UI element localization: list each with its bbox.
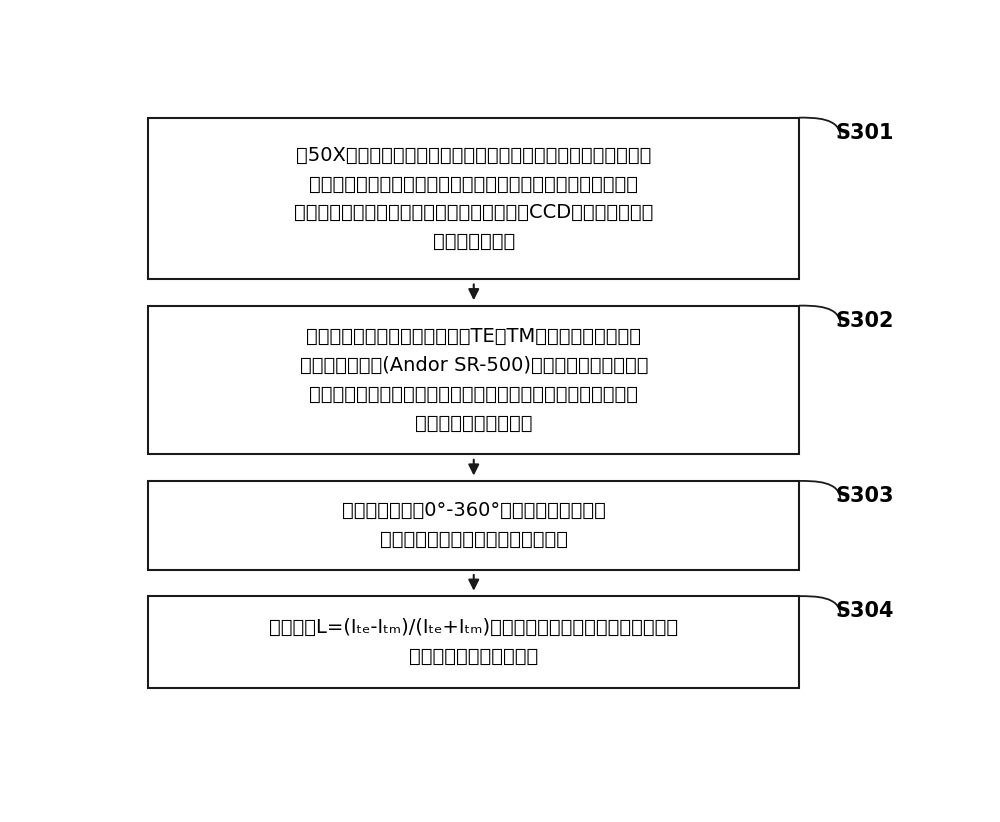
FancyBboxPatch shape: [148, 306, 799, 455]
Text: S304: S304: [836, 601, 894, 621]
Text: 用50X物镜将泵浦光汇聚到样品上，激发二维晶体单层发出荧光，
同时对荧光信号进行收集。首先是荧光像采集，在普通光学显微
镜上搞载激发光路、边带滤光片和高灵敏成僎: 用50X物镜将泵浦光汇聚到样品上，激发二维晶体单层发出荧光， 同时对荧光信号进行…: [294, 145, 653, 251]
Text: 测量样品荧光在0°-360°出射角范围内的光谱
并绘制荧光峰値随出射角度的变化图: 测量样品荧光在0°-360°出射角范围内的光谱 并绘制荧光峰値随出射角度的变化图: [342, 501, 606, 549]
Text: 根据公式L=(Iₜₑ-Iₜₘ)/(Iₜₑ+Iₜₘ)，计算荧光线性度。并绘制荧光线性
度随荧光波长的变化曲线: 根据公式L=(Iₜₑ-Iₜₘ)/(Iₜₑ+Iₜₘ)，计算荧光线性度。并绘制荧光线…: [269, 618, 678, 666]
Text: S302: S302: [836, 311, 894, 330]
FancyBboxPatch shape: [148, 118, 799, 279]
FancyBboxPatch shape: [148, 481, 799, 570]
Text: S301: S301: [836, 122, 894, 143]
Text: 用荧光显微光谱系统采集样品在TE、TM方向的出射荧光谱。
采用荧光光谱仪(Andor SR-500)对荧光信号进行采集。
采集时需要在带通滤波片前放置检偏器　通: 用荧光显微光谱系统采集样品在TE、TM方向的出射荧光谱。 采用荧光光谱仪(And…: [300, 327, 648, 432]
Text: S303: S303: [836, 486, 894, 506]
FancyBboxPatch shape: [148, 596, 799, 688]
